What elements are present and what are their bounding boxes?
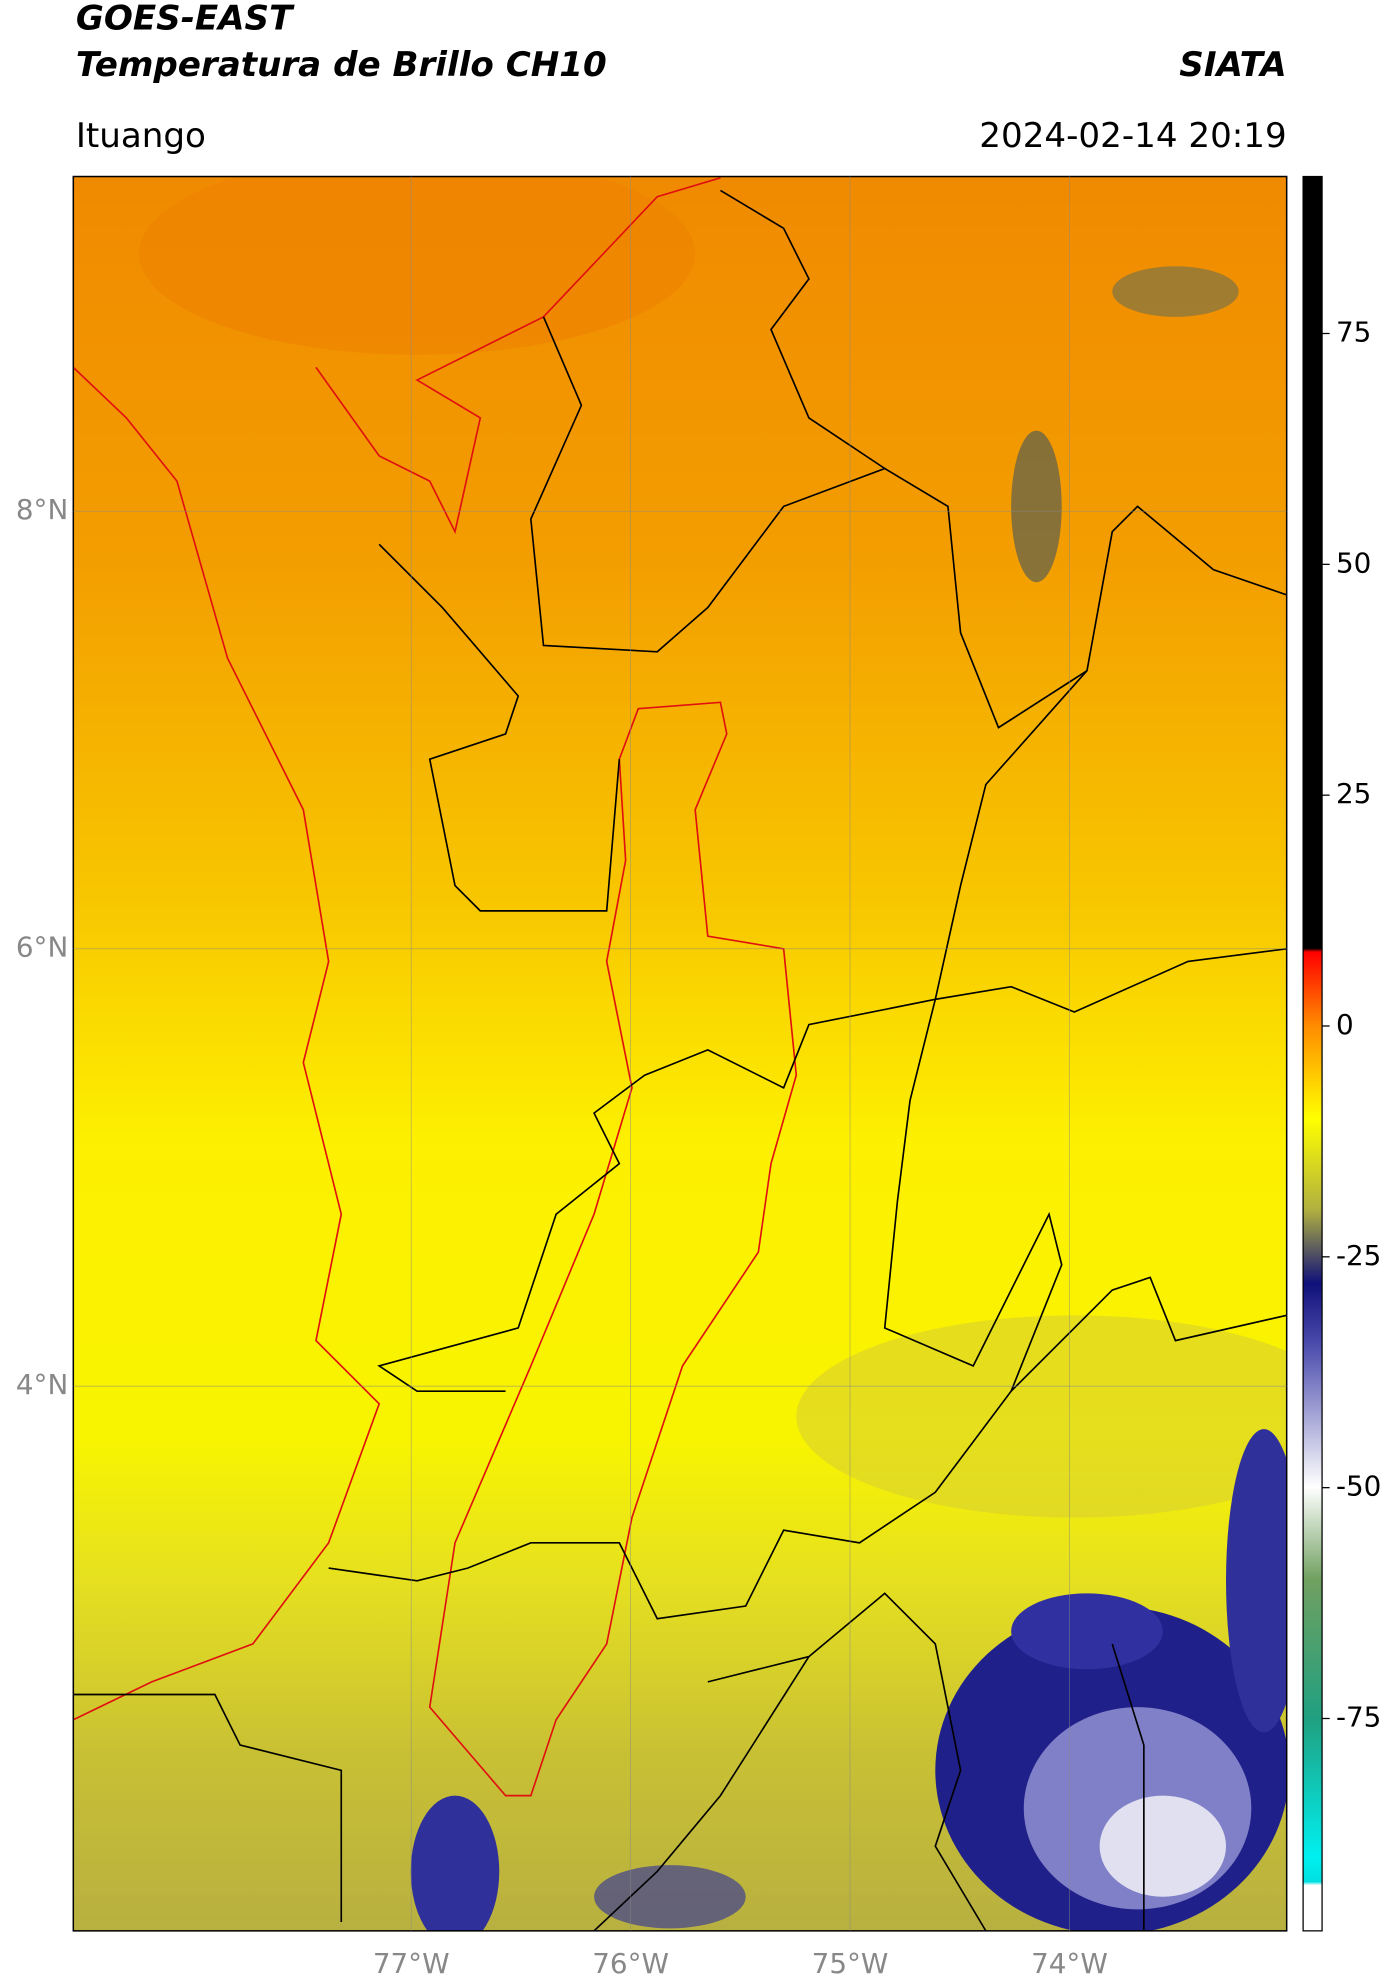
location: Ituango — [76, 116, 206, 156]
x-tick-label: 75°W — [812, 1947, 889, 1980]
x-tick-label: 76°W — [592, 1947, 669, 1980]
title: GOES-EAST — [76, 0, 295, 38]
colorbar-tick-label: 75 — [1336, 315, 1371, 348]
colorbar — [1302, 175, 1323, 1932]
colorbar-tick-label: 50 — [1336, 546, 1371, 579]
x-tick-label: 77°W — [373, 1947, 450, 1980]
map-frame — [72, 175, 1288, 1932]
y-tick-label: 4°N — [16, 1368, 68, 1401]
colorbar-tick-label: -25 — [1336, 1239, 1381, 1272]
axes: 77°W 76°W 75°W 74°W 8°N 6°N 4°N 75 50 25 0 -25 -50 -7… — [16, 176, 1381, 1980]
source: SIATA — [1179, 45, 1286, 85]
x-tick-label: 74°W — [1031, 1947, 1108, 1980]
timestamp: 2024-02-14 20:19 — [979, 116, 1286, 156]
y-tick-label: 8°N — [16, 493, 68, 526]
y-tick-label: 6°N — [16, 931, 68, 964]
colorbar-tick-label: 25 — [1336, 777, 1371, 810]
colorbar-tick-label: -50 — [1336, 1470, 1381, 1503]
map-image — [73, 176, 1287, 1931]
colorbar-tick-label: -75 — [1336, 1700, 1381, 1733]
colorbar-tick-label: 0 — [1336, 1008, 1354, 1041]
subtitle: Temperatura de Brillo CH10 — [76, 45, 607, 85]
